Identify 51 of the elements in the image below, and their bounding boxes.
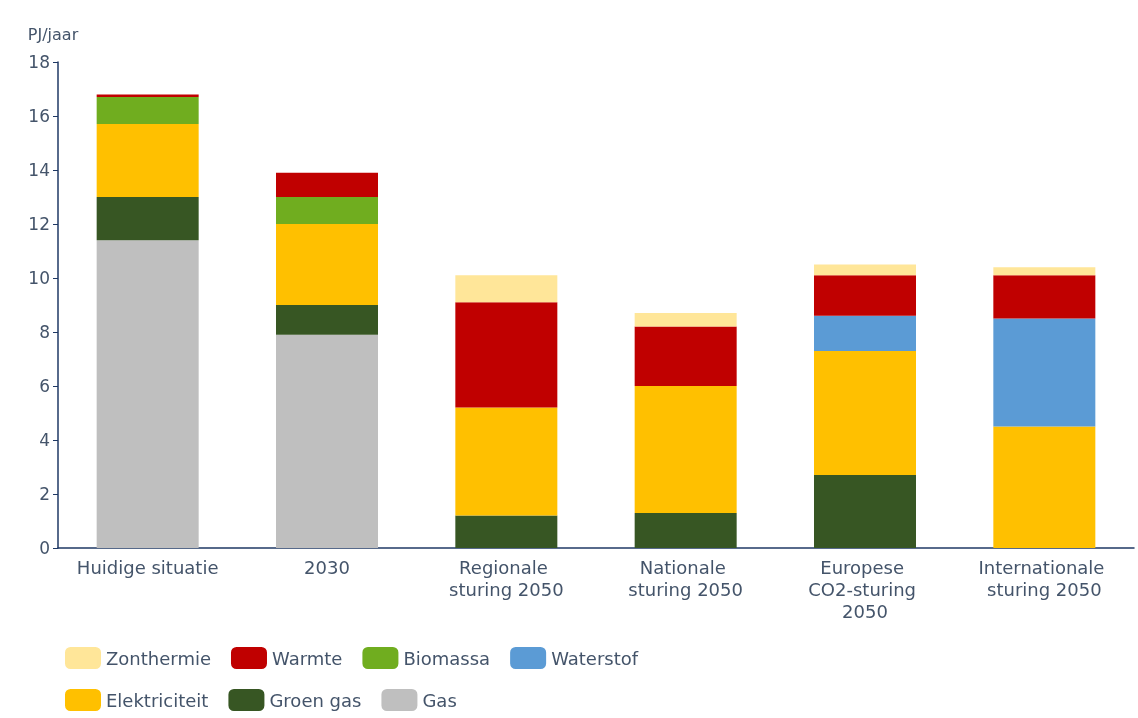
y-tick-label: 18 — [28, 52, 50, 72]
bar — [814, 350, 916, 476]
bar — [96, 94, 199, 98]
y-tick-label: 10 — [28, 268, 50, 288]
y-tick-label: 14 — [28, 160, 50, 180]
bar — [96, 124, 199, 197]
bar — [814, 275, 916, 316]
bar — [634, 326, 737, 386]
legend-label: Biomassa — [403, 647, 491, 669]
bar — [96, 240, 199, 548]
bar — [814, 475, 916, 548]
y-tick-label: 8 — [39, 322, 50, 342]
bar — [276, 224, 378, 305]
bar — [993, 275, 1096, 319]
bar — [455, 515, 558, 548]
legend-label: Warmte — [271, 647, 343, 669]
bar — [96, 97, 199, 125]
y-axis-title: PJ/jaar — [27, 24, 79, 44]
bar — [96, 197, 199, 241]
legend-label: Elektriciteit — [106, 689, 209, 711]
legend-label: Zonthermie — [106, 647, 211, 669]
bar — [634, 512, 737, 548]
bar — [993, 426, 1096, 548]
y-tick-label: 6 — [39, 376, 50, 396]
bar — [993, 267, 1096, 276]
bar — [276, 305, 378, 335]
bar — [276, 172, 378, 197]
x-tick-label: 2030 — [304, 556, 350, 578]
bar — [455, 275, 558, 303]
bar — [634, 386, 737, 513]
legend-label: Waterstof — [551, 647, 639, 669]
y-tick-label: 16 — [28, 106, 50, 126]
bar — [814, 264, 916, 276]
x-tick-label: Huidige situatie — [76, 556, 219, 578]
bar — [993, 318, 1096, 427]
bar — [814, 315, 916, 351]
bar — [276, 334, 378, 548]
y-tick-label: 2 — [39, 484, 50, 504]
x-tick-label: Nationale sturing 2050 — [628, 556, 743, 600]
y-tick-label: 12 — [28, 214, 50, 234]
bar — [455, 302, 558, 408]
x-tick-label: Europese CO2-sturing 2050 — [808, 556, 922, 622]
legend-label: Gas — [422, 689, 457, 711]
x-tick-label: Internationale sturing 2050 — [978, 556, 1111, 600]
y-tick-label: 0 — [39, 538, 50, 558]
bar — [455, 407, 558, 516]
bar — [634, 313, 737, 327]
y-tick-label: 4 — [39, 430, 50, 450]
x-tick-label: Regionale sturing 2050 — [449, 556, 564, 600]
bar — [276, 197, 378, 224]
legend-label: Groen gas — [269, 689, 362, 711]
